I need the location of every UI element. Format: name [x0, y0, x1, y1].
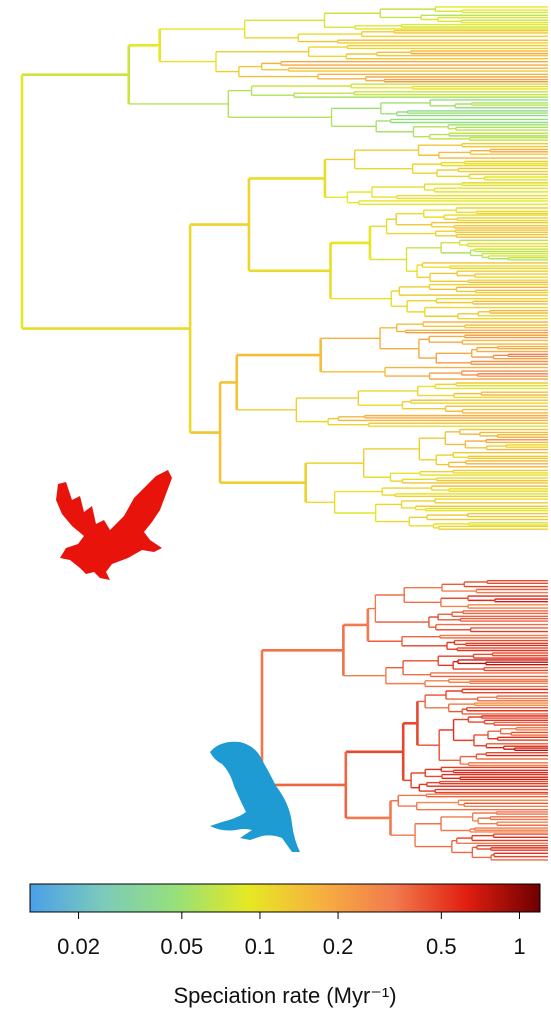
x-tick-label: 1	[513, 934, 525, 959]
x-tick-label: 0.05	[160, 934, 203, 959]
eagle-silhouette	[56, 470, 172, 580]
x-tick-label: 0.1	[245, 934, 276, 959]
x-tick-label: 0.02	[57, 934, 100, 959]
x-tick-label: 0.2	[323, 934, 354, 959]
colorbar-label: Speciation rate (Myr⁻¹)	[173, 983, 396, 1008]
x-tick-label: 0.5	[426, 934, 457, 959]
colorbar	[30, 884, 540, 912]
phylogenies	[22, 7, 548, 860]
toucan-silhouette	[210, 742, 300, 852]
figure: Speciation rate (Myr⁻¹) 0.02 0.05 0.1 0.2 0.…	[0, 0, 551, 1018]
